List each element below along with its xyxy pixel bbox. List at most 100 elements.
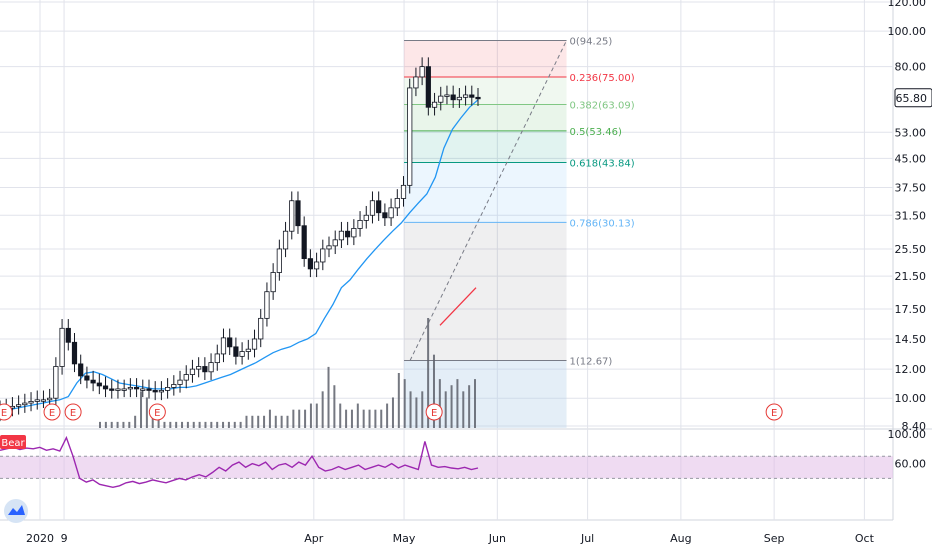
volume-bar: [315, 403, 318, 428]
candle-body: [264, 291, 270, 319]
earnings-marker: [148, 403, 166, 421]
x-tick-label: Jun: [488, 532, 506, 545]
x-tick-label: Aug: [670, 532, 691, 545]
candle-body: [282, 230, 289, 250]
candle-body: [84, 375, 90, 381]
candle-body: [258, 317, 264, 340]
earnings-marker: [765, 403, 783, 421]
volume-bar: [462, 391, 465, 428]
candle-body: [133, 387, 140, 390]
volume-bar: [239, 421, 242, 428]
candle-body: [90, 379, 96, 384]
candle-body: [475, 96, 481, 100]
candle-body: [450, 94, 456, 101]
volume-bar: [368, 409, 371, 428]
volume-bar: [309, 403, 312, 428]
candle-body: [158, 390, 165, 393]
y-tick-label: 120.00: [888, 0, 927, 9]
volume-bar: [181, 421, 184, 428]
volume-bar: [204, 421, 207, 428]
volume-bar: [397, 373, 400, 428]
candle-body: [140, 388, 146, 391]
fib-level-label: 0.5(53.46): [570, 127, 622, 138]
x-tick-label: Oct: [855, 532, 875, 545]
candle-body: [47, 397, 53, 401]
candle-body: [220, 337, 227, 355]
volume-bar: [145, 397, 148, 428]
volume-bars: [99, 318, 476, 428]
candle-body: [276, 248, 282, 273]
rsi-y-tick-label: 100.00: [888, 428, 927, 441]
candle-body: [462, 94, 469, 98]
volume-bar: [257, 415, 260, 428]
candle-body: [357, 219, 363, 229]
indicator-badge: [0, 435, 26, 449]
y-tick-label: 17.50: [895, 303, 927, 316]
y-tick-label: 100.00: [888, 25, 927, 38]
fib-zone: [404, 222, 567, 361]
volume-bar: [99, 421, 101, 428]
volume-bar: [192, 421, 195, 428]
earnings-marker-label: E: [154, 408, 160, 419]
volume-bar: [222, 421, 225, 428]
x-tick-label: May: [393, 532, 416, 545]
candle-body: [419, 66, 425, 78]
candle-body: [425, 66, 431, 108]
earnings-marker-label: E: [49, 408, 55, 419]
earnings-marker: [43, 403, 61, 421]
volume-bar: [216, 421, 219, 428]
volume-bar: [304, 409, 307, 428]
volume-bar: [432, 354, 435, 428]
earnings-marker: [425, 403, 443, 421]
volume-bar: [104, 421, 107, 428]
volume-bar: [175, 421, 178, 428]
moving-average-line: [0, 99, 479, 413]
candle-body: [227, 337, 233, 348]
indicator-badge-label: Bear: [1, 438, 25, 449]
candle-body: [127, 387, 133, 390]
candle-body: [109, 388, 115, 391]
candle-body: [165, 387, 171, 391]
fibonacci-retracement[interactable]: 0(94.25) 0.236(75.00) 0.382(63.09) 0.5(53.4…: [404, 37, 635, 428]
volume-bar: [356, 403, 359, 428]
volume-bar: [116, 421, 119, 428]
candle-body: [59, 327, 65, 367]
candle-body: [326, 245, 332, 250]
candle-body: [376, 200, 382, 214]
volume-bar: [128, 421, 131, 428]
y-tick-label: 21.50: [895, 270, 927, 283]
rsi-line: [0, 435, 479, 489]
candle-body: [146, 388, 152, 391]
earnings-marker: [64, 403, 82, 421]
tradingview-logo-icon: [4, 499, 28, 523]
volume-bar: [386, 403, 389, 428]
candle-body: [22, 402, 28, 406]
volume-bar: [380, 409, 383, 428]
volume-bar: [321, 391, 324, 428]
volume-bar: [169, 421, 172, 428]
volume-bar: [345, 409, 348, 428]
last-price-label: 65.80: [896, 92, 928, 105]
fib-level-label: 0.382(63.09): [570, 101, 635, 112]
volume-bar: [298, 409, 301, 428]
volume-bar: [339, 403, 342, 428]
volume-bar: [438, 379, 441, 428]
logo-mark: [8, 505, 25, 515]
y-tick-label: 31.50: [895, 209, 927, 222]
candle-body: [16, 404, 22, 407]
candle-body: [338, 230, 345, 241]
volume-bar: [280, 415, 283, 428]
volume-bar: [210, 421, 213, 428]
candle-body: [65, 327, 71, 343]
fib-level-label: 0.618(43.84): [570, 159, 635, 170]
volume-bar: [350, 409, 353, 428]
candle-body: [102, 385, 109, 390]
candle-body: [196, 366, 202, 370]
candle-body: [469, 94, 475, 98]
volume-bar: [268, 409, 271, 428]
volume-bar: [450, 385, 453, 428]
volume-bar: [421, 391, 424, 428]
x-tick-label: Sep: [764, 532, 785, 545]
